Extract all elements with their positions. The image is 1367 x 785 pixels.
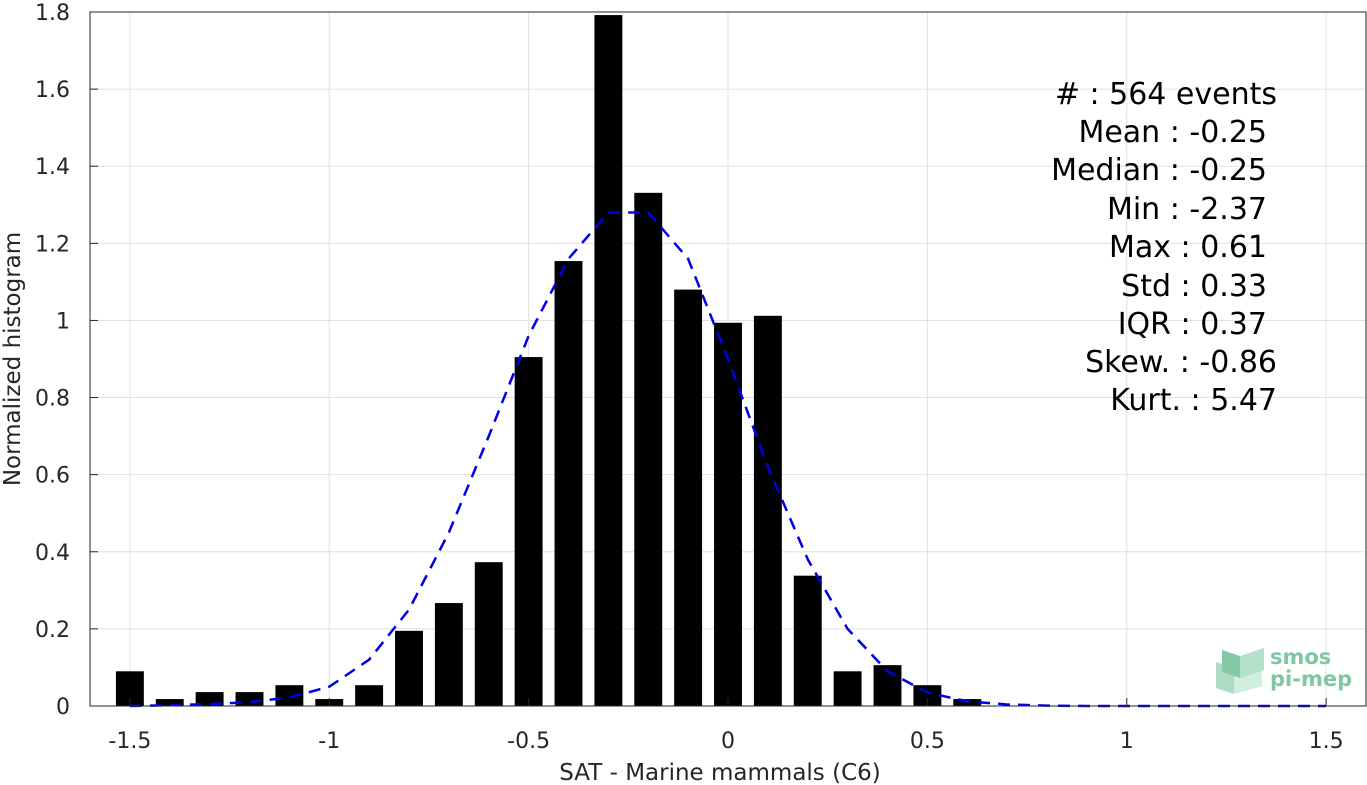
stat-std: Std : 0.33 [1121, 269, 1267, 304]
x-tick-label: 0.5 [910, 729, 945, 754]
stat-kurt: Kurt. : 5.47 [1110, 383, 1277, 418]
histogram-bar [155, 699, 184, 706]
histogram-bar [913, 685, 942, 706]
histogram-bar [235, 692, 264, 706]
stat-count: # : 564 events [1055, 77, 1277, 112]
y-tick-label: 0.8 [35, 387, 70, 412]
histogram-bar [275, 685, 304, 706]
histogram-bar [833, 671, 862, 706]
y-tick-label: 0.2 [35, 618, 70, 643]
x-axis-ticks: -1.5 -1 -0.5 0 0.5 1 1.5 [108, 698, 1344, 754]
histogram-bar [753, 315, 782, 706]
y-axis-ticks: 0 0.2 0.4 0.6 0.8 1 1.2 1.4 1.6 1.8 [35, 1, 98, 720]
histogram-bar [714, 322, 742, 706]
histogram-bar [793, 575, 822, 706]
histogram-bar [594, 15, 623, 706]
histogram-bar [474, 562, 503, 706]
stat-min: Min : -2.37 [1107, 192, 1267, 227]
y-tick-label: 1 [56, 309, 70, 334]
smos-pi-mep-logo: smos pi-mep [1216, 645, 1352, 694]
x-axis-title: SAT - Marine mammals (C6) [559, 760, 881, 785]
stat-mean: Mean : -0.25 [1078, 115, 1267, 150]
x-tick-label: -0.5 [507, 729, 550, 754]
statistics-box: # : 564 events Mean : -0.25 Median : -0.… [1051, 77, 1277, 418]
y-axis-title: Normalized histogram [0, 232, 26, 486]
y-tick-label: 0.6 [35, 464, 70, 489]
x-tick-label: -1 [318, 729, 340, 754]
histogram-bar [434, 603, 463, 706]
y-tick-label: 0 [56, 695, 70, 720]
y-tick-label: 1.4 [35, 155, 70, 180]
y-tick-label: 1.8 [35, 1, 70, 26]
histogram-bar [554, 261, 583, 706]
logo-stack-icon [1216, 648, 1264, 694]
histogram-bars [115, 15, 982, 706]
histogram-bar [634, 192, 663, 706]
y-tick-label: 1.6 [35, 78, 70, 103]
y-tick-label: 1.2 [35, 232, 70, 257]
x-tick-label: 0 [721, 729, 735, 754]
x-tick-label: 1.5 [1309, 729, 1344, 754]
stat-median: Median : -0.25 [1051, 153, 1267, 188]
x-tick-label: -1.5 [108, 729, 151, 754]
logo-text-smos: smos [1270, 645, 1331, 669]
stat-skew: Skew. : -0.86 [1085, 345, 1277, 380]
x-tick-label: 1 [1120, 729, 1134, 754]
histogram-bar [395, 630, 423, 706]
logo-text-pi-mep: pi-mep [1270, 667, 1352, 691]
y-tick-label: 0.4 [35, 541, 70, 566]
histogram-bar [514, 357, 543, 706]
stat-max: Max : 0.61 [1109, 230, 1267, 265]
histogram-bar [674, 289, 703, 706]
histogram-bar [355, 685, 384, 706]
stat-iqr: IQR : 0.37 [1118, 307, 1267, 342]
